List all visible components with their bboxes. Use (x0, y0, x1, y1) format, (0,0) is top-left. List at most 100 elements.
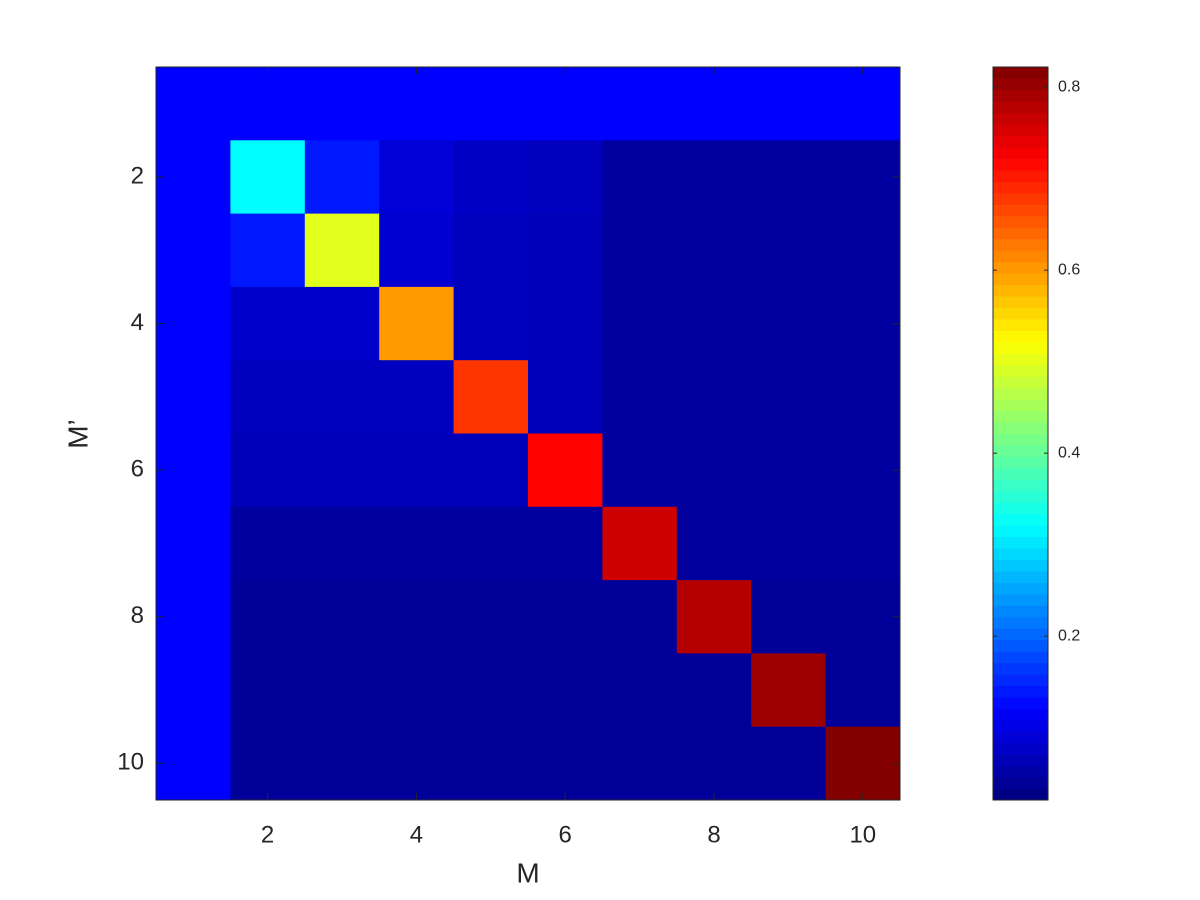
heatmap-cell (602, 140, 678, 215)
axes-box (155, 66, 901, 801)
heatmap-cell (156, 726, 231, 801)
colorbar-swatch (993, 696, 1048, 709)
colorbar-tick-label: 0.2 (1058, 627, 1080, 644)
colorbar-swatch (993, 158, 1048, 171)
heatmap-cell (379, 580, 455, 654)
heatmap-cell (825, 213, 901, 288)
heatmap-cell (453, 726, 529, 801)
heatmap-cell (825, 286, 901, 361)
colorbar-swatch (993, 674, 1048, 686)
heatmap-cell (156, 213, 231, 288)
colorbar-swatch (993, 89, 1048, 102)
heatmap-cell (825, 506, 901, 581)
heatmap-cell (602, 653, 678, 728)
y-tick-label: 4 (131, 309, 144, 336)
colorbar-swatch (993, 628, 1048, 641)
colorbar-swatch (993, 754, 1048, 767)
heatmap-cell (602, 580, 678, 654)
y-tick-label: 6 (131, 455, 144, 482)
colorbar-swatch (993, 215, 1048, 228)
colorbar-swatch (993, 788, 1048, 801)
colorbar-swatch (993, 570, 1048, 583)
heatmap-cell (453, 213, 529, 288)
heatmap-cell (528, 506, 603, 581)
colorbar-swatch (993, 708, 1048, 721)
heatmap-cell (825, 67, 901, 141)
colorbar-swatch (993, 422, 1048, 434)
heatmap-cell (453, 67, 529, 141)
heatmap-cell (156, 286, 231, 361)
heatmap-cell (304, 433, 380, 508)
heatmap-cell (230, 360, 306, 434)
heatmap-cell (825, 580, 901, 654)
colorbar-swatch (993, 204, 1048, 217)
heatmap-cell (676, 433, 752, 508)
heatmap-cell (379, 213, 455, 288)
heatmap-cell (528, 360, 603, 434)
heatmap-cell (230, 433, 306, 508)
heatmap-cell (379, 67, 455, 141)
heatmap-cell (379, 506, 455, 581)
colorbar-swatch (993, 399, 1048, 412)
heatmap-cell (676, 726, 752, 801)
colorbar-swatch (993, 318, 1048, 331)
heatmap-cell (751, 726, 827, 801)
colorbar-swatch (993, 67, 1048, 79)
colorbar-swatch (993, 639, 1048, 652)
heatmap-cell (751, 213, 827, 288)
heatmap-cell (156, 140, 231, 215)
x-tick-label: 6 (559, 821, 572, 848)
colorbar-tick-label: 0.6 (1058, 261, 1080, 278)
heatmap-cell (304, 286, 380, 361)
colorbar-tick-label: 0.4 (1058, 444, 1080, 461)
heatmap-cell (156, 653, 231, 728)
heatmap-cell (156, 360, 231, 434)
heatmap-cell (676, 653, 752, 728)
x-tick-label: 10 (849, 821, 876, 848)
colorbar-swatch (993, 582, 1048, 595)
heatmap-cell (602, 213, 678, 288)
heatmap-cell (304, 726, 380, 801)
heatmap-cell (528, 213, 603, 288)
colorbar-swatch (993, 765, 1048, 778)
heatmap-cell (453, 433, 529, 508)
heatmap-cell (825, 140, 901, 215)
colorbar-swatch (993, 101, 1048, 114)
heatmap-cell (230, 580, 306, 654)
colorbar-swatch (993, 250, 1048, 263)
colorbar-swatch (993, 685, 1048, 698)
colorbar-swatch (993, 742, 1048, 755)
colorbar-swatch (993, 261, 1048, 274)
colorbar-swatch (993, 330, 1048, 343)
heatmap-cell (825, 653, 901, 728)
colorbar-swatch (993, 490, 1048, 503)
colorbar-swatch (993, 376, 1048, 389)
heatmap-cell (230, 140, 306, 215)
heatmap-cell (602, 286, 678, 361)
colorbar-swatch (993, 616, 1048, 629)
heatmap-cell (825, 726, 901, 801)
colorbar-swatch (993, 605, 1048, 618)
heatmap-cell (825, 360, 901, 434)
colorbar-swatch (993, 112, 1048, 125)
colorbar-swatch (993, 238, 1048, 251)
heatmap-cell (156, 67, 231, 141)
colorbar-swatch (993, 284, 1048, 297)
heatmap-cell (602, 726, 678, 801)
y-tick-label: 10 (117, 749, 144, 776)
colorbar-swatch (993, 433, 1048, 446)
colorbar-box (992, 66, 1049, 801)
heatmap-cell (379, 360, 455, 434)
heatmap-cell (156, 506, 231, 581)
heatmap-cell (528, 286, 603, 361)
colorbar-swatch (993, 353, 1048, 366)
colorbar-swatch (993, 536, 1048, 549)
heatmap-cell (230, 67, 306, 141)
colorbar-swatch (993, 78, 1048, 91)
heatmap-cell (304, 506, 380, 581)
heatmap-cell (602, 67, 678, 141)
heatmap-cell (453, 286, 529, 361)
y-axis-label: M’ (62, 419, 93, 449)
colorbar-swatch (993, 525, 1048, 538)
